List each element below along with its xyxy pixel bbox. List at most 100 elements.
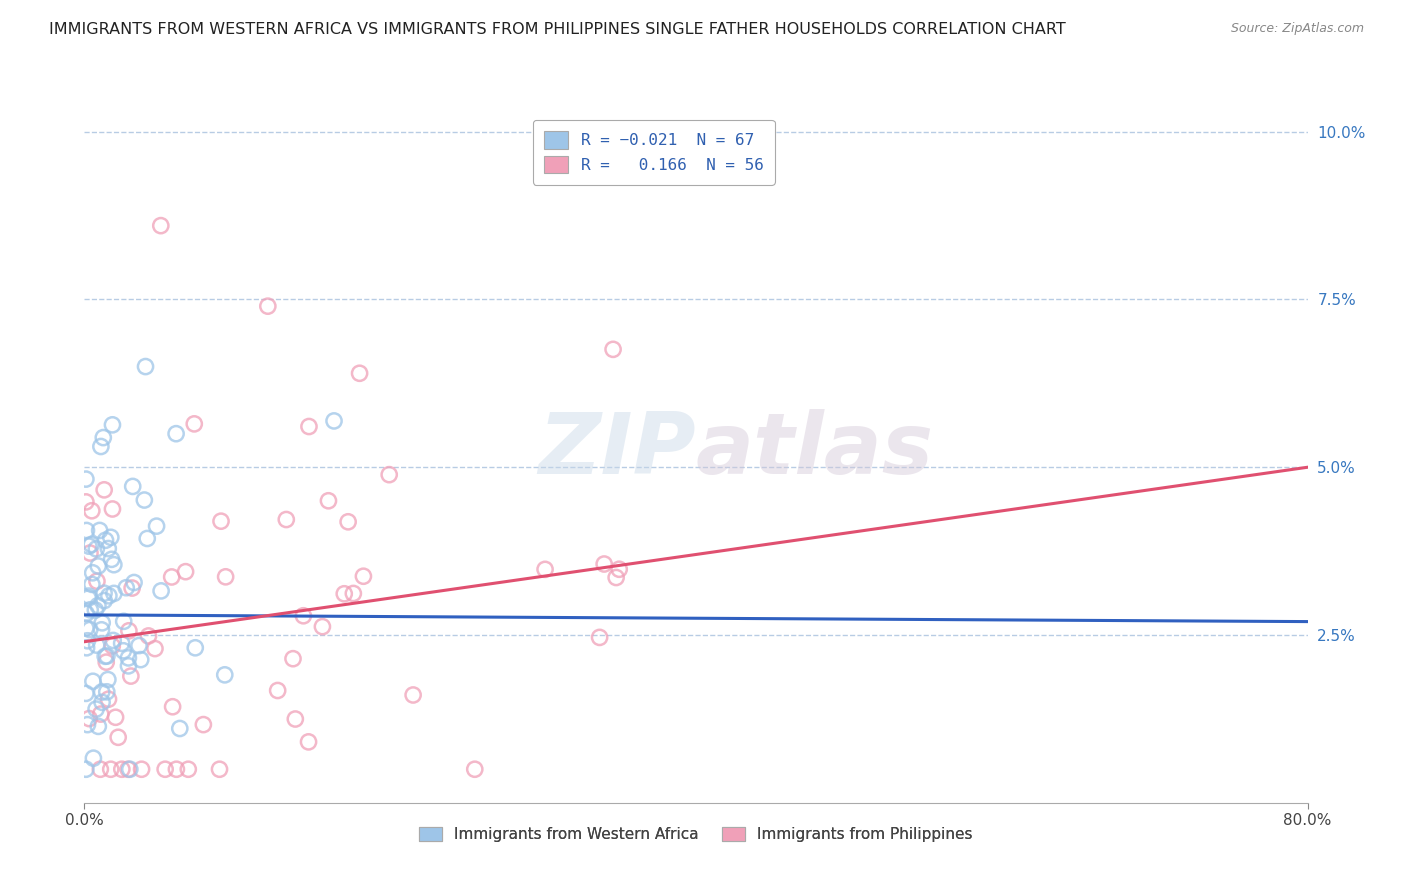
Point <box>131 762 153 776</box>
Point <box>342 586 364 600</box>
Point <box>100 530 122 544</box>
Point <box>145 519 167 533</box>
Point <box>150 583 173 598</box>
Point <box>117 651 139 665</box>
Point <box>534 562 557 576</box>
Point <box>101 502 124 516</box>
Point <box>93 586 115 600</box>
Point <box>80 577 103 591</box>
Point <box>117 762 139 776</box>
Point <box>100 762 122 776</box>
Text: atlas: atlas <box>696 409 934 492</box>
Point <box>281 651 304 665</box>
Point <box>337 515 360 529</box>
Point <box>91 431 114 445</box>
Point <box>112 644 135 658</box>
Point <box>97 589 120 603</box>
Point <box>298 419 321 434</box>
Point <box>129 652 152 666</box>
Legend: Immigrants from Western Africa, Immigrants from Philippines: Immigrants from Western Africa, Immigran… <box>413 821 979 848</box>
Point <box>209 514 232 528</box>
Point <box>605 570 627 584</box>
Point <box>107 731 129 745</box>
Point <box>402 688 425 702</box>
Text: Source: ZipAtlas.com: Source: ZipAtlas.com <box>1230 22 1364 36</box>
Point <box>143 641 166 656</box>
Point <box>82 751 104 765</box>
Point <box>297 735 319 749</box>
Point <box>101 639 124 653</box>
Point <box>77 589 100 603</box>
Point <box>149 219 172 233</box>
Point <box>183 417 205 431</box>
Point <box>120 669 142 683</box>
Point <box>292 608 315 623</box>
Point <box>117 658 139 673</box>
Point <box>87 719 110 733</box>
Point <box>464 762 486 776</box>
Point <box>91 695 114 709</box>
Point <box>128 639 150 653</box>
Point <box>352 569 374 583</box>
Point <box>101 417 124 432</box>
Point <box>96 655 118 669</box>
Point <box>333 587 356 601</box>
Point <box>75 607 97 621</box>
Point <box>177 762 200 776</box>
Point <box>93 593 115 607</box>
Point <box>104 710 127 724</box>
Point <box>138 629 160 643</box>
Point <box>378 467 401 482</box>
Point <box>193 717 215 731</box>
Point <box>111 762 134 776</box>
Point <box>284 712 307 726</box>
Point <box>89 762 111 776</box>
Point <box>165 762 187 776</box>
Point <box>160 570 183 584</box>
Point <box>165 426 187 441</box>
Point <box>75 762 97 776</box>
Point <box>96 685 118 699</box>
Point <box>214 668 236 682</box>
Point <box>257 299 280 313</box>
Point <box>89 524 111 538</box>
Point <box>118 762 141 776</box>
Point <box>607 562 630 576</box>
Point <box>75 621 97 635</box>
Point <box>86 638 108 652</box>
Point <box>97 673 120 687</box>
Point <box>122 575 145 590</box>
Point <box>77 539 100 553</box>
Point <box>77 591 100 605</box>
Point <box>136 532 159 546</box>
Point <box>169 722 191 736</box>
Point <box>75 495 97 509</box>
Point <box>75 472 97 486</box>
Text: ZIP: ZIP <box>538 409 696 492</box>
Point <box>79 546 101 560</box>
Point <box>323 414 346 428</box>
Point <box>86 541 108 556</box>
Point <box>84 603 107 617</box>
Point <box>76 633 98 648</box>
Point <box>82 674 104 689</box>
Point <box>80 504 103 518</box>
Point <box>276 512 298 526</box>
Point <box>76 524 98 538</box>
Point <box>121 581 143 595</box>
Point <box>79 623 101 637</box>
Point <box>75 686 97 700</box>
Point <box>112 615 135 629</box>
Point <box>134 493 156 508</box>
Point <box>94 649 117 664</box>
Point <box>349 366 371 380</box>
Point <box>86 574 108 589</box>
Point <box>103 558 125 572</box>
Point <box>82 566 104 580</box>
Point <box>76 717 98 731</box>
Point <box>90 623 112 637</box>
Point <box>111 636 134 650</box>
Point <box>602 343 624 357</box>
Point <box>135 359 157 374</box>
Point <box>115 581 138 595</box>
